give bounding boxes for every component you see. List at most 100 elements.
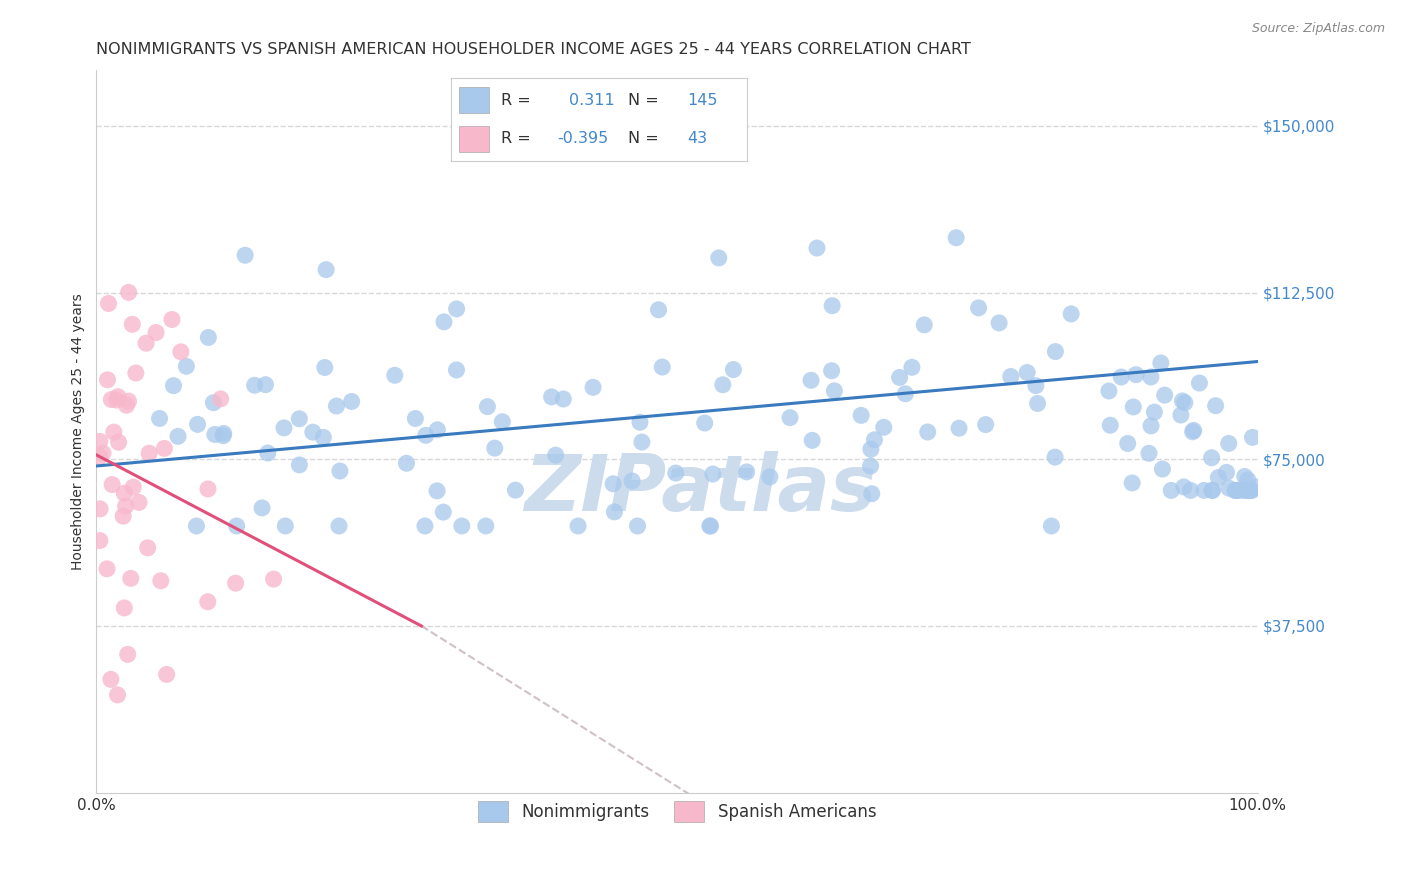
Point <box>167 429 190 443</box>
Point <box>582 380 605 394</box>
Point <box>328 519 350 533</box>
Point <box>820 364 842 378</box>
Point <box>225 576 247 591</box>
Text: NONIMMIGRANTS VS SPANISH AMERICAN HOUSEHOLDER INCOME AGES 25 - 44 YEARS CORRELAT: NONIMMIGRANTS VS SPANISH AMERICAN HOUSEH… <box>97 42 972 57</box>
Point <box>432 505 454 519</box>
Point <box>1218 436 1240 450</box>
Point <box>153 442 176 456</box>
Text: Source: ZipAtlas.com: Source: ZipAtlas.com <box>1251 22 1385 36</box>
Point <box>1205 399 1227 413</box>
Point <box>100 392 122 407</box>
Point <box>197 595 219 609</box>
Point <box>1122 400 1144 414</box>
Point <box>806 241 828 255</box>
Point <box>702 467 724 481</box>
Point <box>288 411 311 425</box>
Point <box>89 533 111 548</box>
Point <box>1241 430 1264 444</box>
Point <box>544 448 567 462</box>
Point <box>631 435 654 450</box>
Point <box>988 316 1011 330</box>
Point <box>212 426 235 441</box>
Point <box>446 301 468 316</box>
Point <box>1121 475 1143 490</box>
Point <box>1182 424 1205 438</box>
Point <box>1060 307 1083 321</box>
Point <box>699 519 721 533</box>
Point <box>1098 384 1121 398</box>
Point <box>889 370 911 384</box>
Point <box>426 423 449 437</box>
Point <box>1043 450 1066 465</box>
Point <box>711 377 734 392</box>
Point <box>859 442 882 457</box>
Point <box>254 377 277 392</box>
Point <box>1180 483 1202 498</box>
Point <box>1099 418 1122 433</box>
Point <box>340 394 363 409</box>
Point <box>484 441 506 455</box>
Point <box>1017 366 1039 380</box>
Point <box>112 486 135 500</box>
Text: ZIPatlas: ZIPatlas <box>524 451 876 527</box>
Point <box>553 392 575 406</box>
Point <box>273 421 295 435</box>
Point <box>1181 425 1204 439</box>
Point <box>225 519 247 533</box>
Point <box>1237 473 1260 487</box>
Point <box>1153 388 1175 402</box>
Point <box>1140 370 1163 384</box>
Point <box>651 359 673 374</box>
Point <box>138 446 160 460</box>
Point <box>945 231 967 245</box>
Point <box>314 360 336 375</box>
Point <box>404 411 426 425</box>
Point <box>723 362 745 376</box>
Point <box>602 476 624 491</box>
Point <box>89 434 111 449</box>
Point <box>665 466 688 480</box>
Point <box>122 480 145 494</box>
Point <box>1125 368 1147 382</box>
Point <box>136 541 159 555</box>
Point <box>967 301 990 315</box>
Point <box>89 501 111 516</box>
Point <box>1025 378 1047 392</box>
Point <box>491 415 513 429</box>
Point <box>1233 483 1256 498</box>
Point <box>197 330 219 344</box>
Point <box>1237 483 1260 498</box>
Point <box>121 318 143 332</box>
Point <box>197 482 219 496</box>
Point <box>91 446 114 460</box>
Point <box>1215 466 1237 480</box>
Point <box>1170 408 1192 422</box>
Point <box>894 386 917 401</box>
Point <box>1201 483 1223 498</box>
Point <box>315 262 337 277</box>
Point <box>849 409 872 423</box>
Point <box>325 399 347 413</box>
Point <box>707 251 730 265</box>
Point <box>1240 483 1263 498</box>
Point <box>540 390 562 404</box>
Point <box>1116 436 1139 450</box>
Point <box>1171 393 1194 408</box>
Point <box>1137 446 1160 460</box>
Point <box>912 318 935 332</box>
Point <box>1160 483 1182 498</box>
Point <box>148 411 170 425</box>
Point <box>1140 418 1163 433</box>
Point <box>329 464 352 478</box>
Point <box>450 519 472 533</box>
Point <box>112 601 135 615</box>
Point <box>209 392 232 406</box>
Point <box>115 398 138 412</box>
Point <box>105 392 128 407</box>
Point <box>823 384 845 398</box>
Point <box>1026 396 1049 410</box>
Point <box>145 326 167 340</box>
Point <box>475 519 498 533</box>
Point <box>312 430 335 444</box>
Point <box>117 648 139 662</box>
